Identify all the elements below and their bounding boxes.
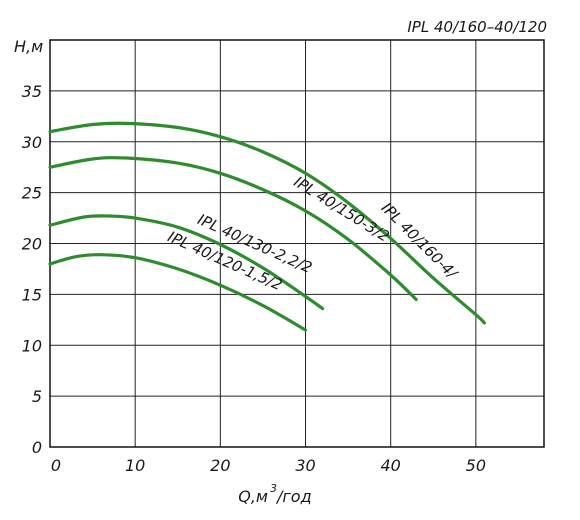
x-tick-label: 0 [51, 456, 61, 475]
y-tick-label: 25 [22, 184, 42, 203]
y-tick-labels: 0 5 10 15 20 25 30 35 [22, 82, 42, 457]
x-tick-label: 10 [125, 456, 145, 475]
y-tick-label: 35 [22, 82, 42, 101]
y-tick-label: 30 [22, 133, 42, 152]
plot-frame [49, 39, 545, 448]
y-tick-label: 0 [32, 438, 42, 457]
x-axis-label-superscript: 3 [270, 482, 277, 495]
plot-border [49, 39, 545, 448]
x-axis-label: Q,м 3 /год [238, 482, 311, 506]
x-axis-label-tail: /год [275, 487, 312, 506]
series-line [48, 214, 325, 311]
grid [50, 40, 544, 447]
series-line [48, 121, 486, 325]
curves [48, 121, 486, 332]
x-tick-label: 40 [381, 456, 401, 475]
x-tick-label: 20 [210, 456, 230, 475]
x-tick-labels: 0 10 20 30 40 50 [51, 456, 486, 475]
x-tick-label: 50 [466, 456, 486, 475]
y-tick-label: 15 [22, 285, 42, 304]
y-tick-label: 10 [22, 336, 42, 355]
y-axis-label: H,м [14, 37, 43, 56]
chart-title: IPL 40/160–40/120 [407, 18, 547, 36]
y-tick-label: 20 [22, 235, 42, 254]
x-tick-label: 30 [295, 456, 315, 475]
series-line [48, 253, 308, 332]
y-tick-label: 5 [32, 387, 42, 406]
series-line [48, 156, 418, 302]
x-axis-label-main: Q,м [238, 487, 268, 506]
